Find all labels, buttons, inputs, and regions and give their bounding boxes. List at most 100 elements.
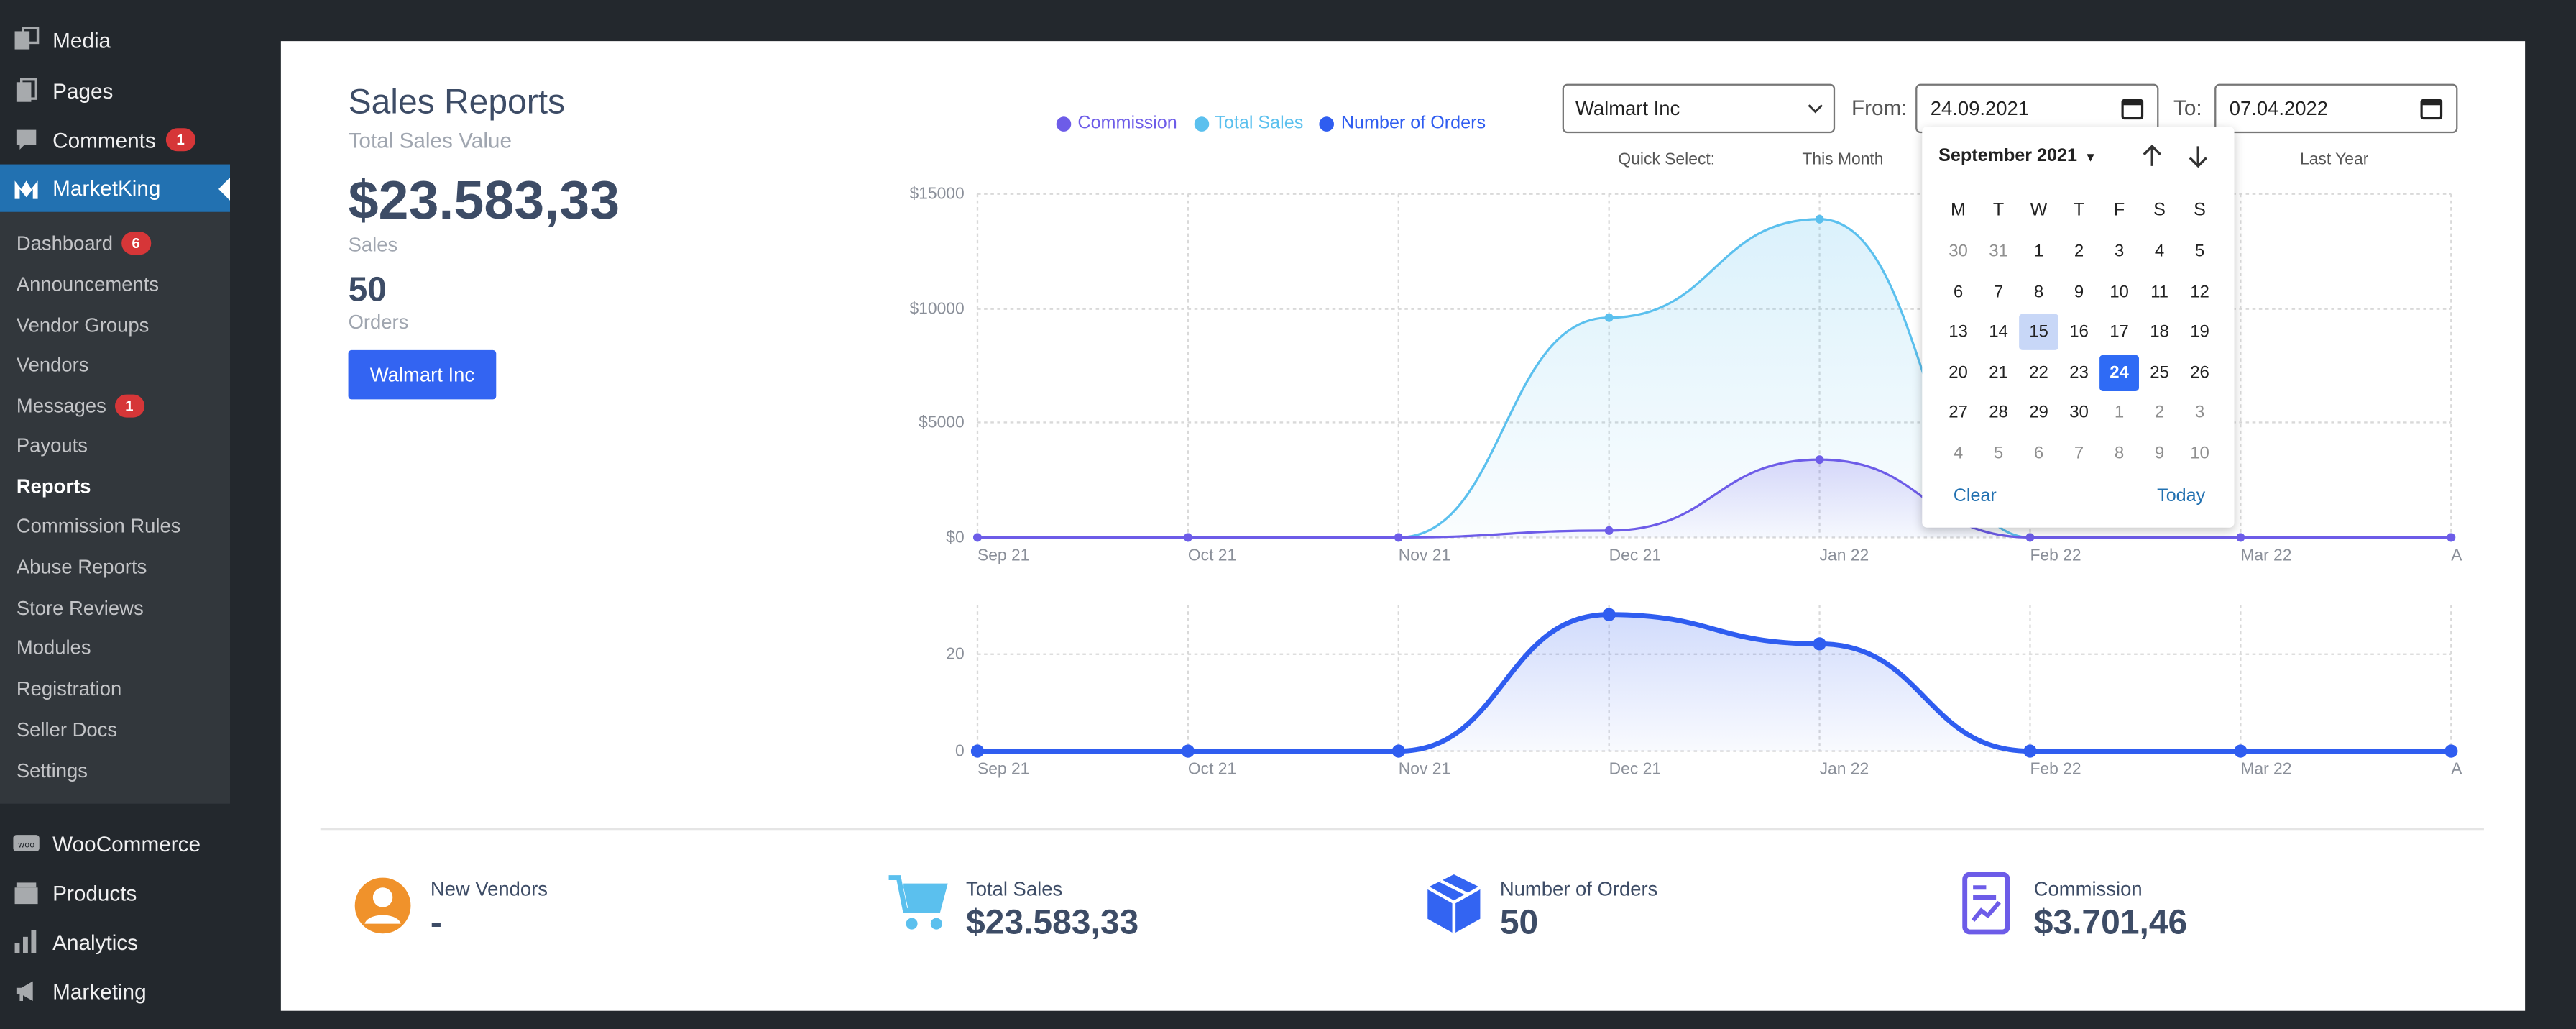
calendar-day[interactable]: 27	[1949, 403, 1968, 424]
calendar-day[interactable]: 12	[2190, 282, 2209, 302]
arrow-up-icon[interactable]	[2138, 142, 2167, 171]
calendar-day[interactable]: 5	[1993, 444, 2004, 464]
calendar-day[interactable]: 11	[2150, 282, 2169, 302]
calendar-day[interactable]: 9	[2074, 282, 2084, 302]
submenu-item-abuse-reports[interactable]: Abuse Reports	[17, 552, 147, 582]
calendar-day[interactable]: 10	[2110, 282, 2129, 302]
series-line	[977, 612, 2452, 754]
x-tick-label: Jan 22	[1820, 759, 1869, 778]
calendar-day[interactable]: 10	[2190, 444, 2209, 464]
calendar-day[interactable]: 7	[2074, 444, 2084, 464]
calendar-day[interactable]: 25	[2150, 362, 2169, 383]
legend-dot	[1056, 116, 1072, 131]
calendar-day[interactable]: 30	[1949, 241, 1968, 262]
calendar-day[interactable]: 4	[2154, 241, 2165, 262]
arrow-down-icon[interactable]	[2184, 142, 2213, 171]
calendar-day[interactable]: 1	[2033, 241, 2044, 262]
x-tick-label: Sep 21	[978, 545, 1029, 564]
data-point	[1604, 313, 1614, 322]
sales-label: Sales	[348, 233, 398, 257]
calendar-day[interactable]: 7	[1993, 282, 2004, 302]
y-tick-label: 20	[946, 644, 964, 663]
calendar-day[interactable]: 3	[2114, 241, 2125, 262]
datepicker-month-dropdown[interactable]: September 2021 ▾	[1938, 146, 2094, 165]
sidebar-item-woocommerce[interactable]: woo WooCommerce	[0, 818, 230, 868]
calendar-day[interactable]: 5	[2194, 241, 2205, 262]
submenu-item-dashboard[interactable]: Dashboard 6	[17, 229, 151, 258]
sidebar-item-media[interactable]: Media	[0, 15, 230, 65]
box-icon	[1427, 874, 1481, 934]
sidebar-item-label: Pages	[52, 78, 114, 103]
calendar-day[interactable]: 3	[2194, 403, 2205, 424]
caret-down-icon: ▾	[2087, 149, 2094, 165]
calendar-day[interactable]: 4	[1953, 444, 1964, 464]
quick-select-this-month[interactable]: This Month	[1802, 151, 1884, 170]
calendar-day[interactable]: 21	[1989, 362, 2008, 383]
calendar-day[interactable]: 2	[2074, 241, 2084, 262]
calendar-day[interactable]: 19	[2190, 322, 2209, 342]
orders-label: Orders	[348, 310, 409, 334]
data-point	[1815, 214, 1824, 224]
sidebar-item-analytics[interactable]: Analytics	[0, 917, 230, 966]
calendar-day[interactable]: 26	[2190, 362, 2209, 383]
calendar-day[interactable]: 18	[2150, 322, 2169, 342]
calendar-day[interactable]: 17	[2110, 322, 2129, 342]
calendar-day[interactable]: 6	[1953, 282, 1964, 302]
submenu-item-messages[interactable]: Messages 1	[17, 391, 144, 421]
sidebar-item-marketking[interactable]: MarketKing	[0, 164, 230, 212]
calendar-day[interactable]: 8	[2114, 444, 2125, 464]
calendar-day[interactable]: 8	[2033, 282, 2044, 302]
submenu-item-seller-docs[interactable]: Seller Docs	[17, 715, 117, 744]
calendar-day[interactable]: 31	[1989, 241, 2008, 262]
calendar-day[interactable]: 23	[2069, 362, 2089, 383]
datepicker-today-button[interactable]: Today	[2157, 486, 2206, 506]
sidebar-item-label: Media	[52, 27, 111, 52]
calendar-day[interactable]: 29	[2029, 403, 2048, 424]
submenu-item-commission-rules[interactable]: Commission Rules	[17, 511, 181, 541]
stat-value: 50	[1499, 904, 1539, 942]
calendar-day[interactable]: 14	[1989, 322, 2008, 342]
data-point	[1392, 744, 1405, 758]
calendar-icon[interactable]	[2121, 97, 2144, 120]
sidebar-item-comments[interactable]: Comments 1	[0, 115, 230, 165]
submenu-item-announcements[interactable]: Announcements	[17, 270, 159, 299]
vendor-button[interactable]: Walmart Inc	[348, 349, 497, 400]
calendar-day[interactable]: 9	[2154, 444, 2165, 464]
submenu-item-payouts[interactable]: Payouts	[17, 431, 88, 460]
calendar-day[interactable]: 24	[2099, 355, 2139, 391]
legend-item-commission[interactable]: Commission	[1056, 114, 1177, 133]
quick-select-last-year[interactable]: Last Year	[2299, 151, 2369, 170]
sidebar-item-pages[interactable]: Pages	[0, 65, 230, 115]
series-area	[977, 459, 2452, 538]
calendar-day[interactable]: 20	[1949, 362, 1968, 383]
sidebar-item-marketing[interactable]: Marketing	[0, 966, 230, 1016]
submenu-item-vendor-groups[interactable]: Vendor Groups	[17, 311, 149, 340]
from-label: From:	[1851, 95, 1908, 120]
calendar-day[interactable]: 13	[1949, 322, 1968, 342]
submenu-item-modules[interactable]: Modules	[17, 633, 91, 662]
datepicker-clear-button[interactable]: Clear	[1953, 486, 1997, 506]
to-date-input[interactable]: 07.04.2022	[2214, 83, 2458, 134]
datepicker-month-label: September 2021	[1938, 146, 2078, 166]
calendar-day[interactable]: 16	[2069, 322, 2089, 342]
submenu-item-vendors[interactable]: Vendors	[17, 350, 89, 380]
legend-item-total-sales[interactable]: Total Sales	[1193, 114, 1303, 133]
calendar-day[interactable]: 15	[2019, 314, 2058, 351]
calendar-day[interactable]: 1	[2114, 403, 2125, 424]
submenu-item-settings[interactable]: Settings	[17, 756, 88, 785]
submenu-item-registration[interactable]: Registration	[17, 674, 121, 703]
legend-item-number-of-orders[interactable]: Number of Orders	[1320, 114, 1486, 133]
calendar-day[interactable]: 28	[1989, 403, 2008, 424]
sidebar-item-products[interactable]: Products	[0, 868, 230, 918]
data-point	[2444, 744, 2458, 758]
calendar-day[interactable]: 30	[2069, 403, 2089, 424]
weekday-header: T	[2073, 200, 2085, 221]
calendar-icon[interactable]	[2420, 97, 2443, 120]
calendar-day[interactable]: 22	[2029, 362, 2048, 383]
calendar-day[interactable]: 2	[2154, 403, 2165, 424]
weekday-header: S	[2153, 200, 2166, 221]
vendor-select[interactable]: Walmart Inc	[1562, 83, 1836, 134]
submenu-item-reports[interactable]: Reports	[17, 472, 91, 501]
calendar-day[interactable]: 6	[2033, 444, 2044, 464]
submenu-item-store-reviews[interactable]: Store Reviews	[17, 593, 144, 623]
